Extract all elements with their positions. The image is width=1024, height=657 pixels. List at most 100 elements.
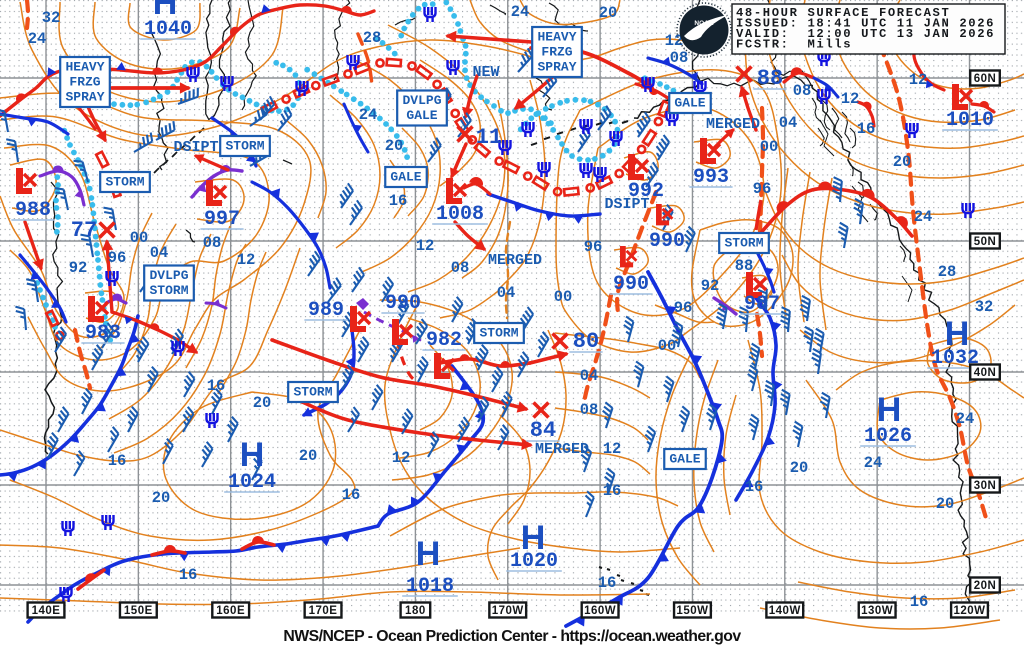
svg-text:993: 993	[693, 166, 729, 189]
svg-text:HEAVY: HEAVY	[537, 30, 576, 45]
svg-text:84: 84	[530, 418, 556, 443]
svg-text:NWS/NCEP - Ocean Prediction Ce: NWS/NCEP - Ocean Prediction Center - htt…	[283, 628, 741, 645]
svg-text:96: 96	[108, 249, 127, 267]
svg-text:HEAVY: HEAVY	[65, 60, 104, 75]
svg-text:16: 16	[342, 486, 361, 504]
svg-text:96: 96	[674, 299, 693, 317]
svg-text:08: 08	[203, 234, 222, 252]
svg-text:H: H	[521, 519, 546, 557]
svg-text:11: 11	[476, 125, 502, 150]
svg-text:DSIPT: DSIPT	[173, 139, 218, 156]
svg-text:140E: 140E	[32, 605, 61, 617]
svg-text:NEW: NEW	[472, 64, 499, 81]
svg-text:130W: 130W	[861, 605, 893, 617]
svg-text:50N: 50N	[974, 236, 997, 248]
svg-text:SPRAY: SPRAY	[537, 60, 576, 75]
svg-text:32: 32	[975, 298, 994, 316]
svg-text:40N: 40N	[974, 367, 997, 379]
svg-text:GALE: GALE	[390, 170, 421, 185]
svg-text:990: 990	[649, 230, 685, 253]
svg-text:16: 16	[108, 452, 127, 470]
svg-text:160E: 160E	[216, 605, 245, 617]
svg-text:990: 990	[385, 292, 421, 315]
svg-text:STORM: STORM	[105, 175, 144, 190]
svg-text:1018: 1018	[406, 575, 454, 598]
svg-text:20: 20	[790, 459, 809, 477]
svg-text:STORM: STORM	[724, 236, 763, 251]
svg-text:DVLPG: DVLPG	[149, 268, 188, 283]
svg-text:96: 96	[584, 238, 603, 256]
svg-text:12: 12	[392, 449, 411, 467]
svg-text:1040: 1040	[144, 18, 192, 41]
svg-text:00: 00	[658, 337, 677, 355]
svg-text:28: 28	[938, 263, 957, 281]
svg-text:20: 20	[253, 394, 272, 412]
svg-text:24: 24	[914, 208, 933, 226]
svg-text:04: 04	[150, 244, 169, 262]
svg-text:30N: 30N	[974, 480, 997, 492]
svg-text:1008: 1008	[436, 203, 484, 226]
svg-text:H: H	[877, 391, 902, 429]
svg-text:990: 990	[613, 273, 649, 296]
svg-text:H: H	[153, 0, 178, 22]
svg-text:MERGED: MERGED	[706, 116, 760, 133]
svg-text:STORM: STORM	[225, 139, 264, 154]
svg-text:16: 16	[389, 192, 408, 210]
svg-text:16: 16	[857, 120, 876, 138]
svg-text:12: 12	[603, 440, 622, 458]
svg-text:DSIPT: DSIPT	[604, 196, 649, 213]
svg-text:00: 00	[760, 138, 779, 156]
svg-text:STORM: STORM	[479, 326, 518, 341]
svg-text:16: 16	[745, 478, 764, 496]
svg-text:1010: 1010	[946, 109, 994, 132]
svg-text:MERGED: MERGED	[535, 441, 589, 458]
svg-text:20: 20	[936, 495, 955, 513]
svg-text:GALE: GALE	[674, 96, 705, 111]
svg-text:12: 12	[237, 251, 256, 269]
svg-text:20: 20	[599, 4, 618, 22]
svg-text:12: 12	[665, 32, 684, 50]
svg-text:88: 88	[735, 257, 754, 275]
svg-text:983: 983	[85, 322, 121, 345]
svg-text:24: 24	[864, 454, 883, 472]
svg-text:160W: 160W	[584, 605, 616, 617]
svg-text:170E: 170E	[309, 605, 338, 617]
svg-text:170W: 170W	[492, 605, 524, 617]
svg-text:1032: 1032	[931, 347, 979, 370]
svg-text:FCSTR: Mills: FCSTR: Mills	[736, 38, 852, 52]
svg-text:00: 00	[554, 288, 573, 306]
svg-text:16: 16	[598, 574, 617, 592]
svg-text:08: 08	[451, 259, 470, 277]
svg-text:12: 12	[416, 237, 435, 255]
svg-text:GALE: GALE	[669, 452, 700, 467]
svg-text:STORM: STORM	[149, 283, 188, 298]
svg-text:24: 24	[359, 106, 378, 124]
svg-text:FRZG: FRZG	[69, 75, 100, 90]
svg-text:150E: 150E	[124, 605, 153, 617]
svg-text:ISSUED: 18:41 UTC 11 JAN 2026: ISSUED: 18:41 UTC 11 JAN 2026	[736, 17, 995, 31]
svg-text:04: 04	[779, 114, 798, 132]
svg-text:140W: 140W	[769, 605, 801, 617]
svg-text:982: 982	[426, 329, 462, 352]
svg-text:80: 80	[573, 329, 599, 354]
svg-text:DVLPG: DVLPG	[402, 93, 441, 108]
svg-text:16: 16	[207, 377, 226, 395]
svg-text:150W: 150W	[676, 605, 708, 617]
svg-text:20: 20	[893, 153, 912, 171]
svg-text:988: 988	[15, 199, 51, 222]
svg-text:12: 12	[841, 90, 860, 108]
svg-text:20: 20	[299, 447, 318, 465]
svg-text:20: 20	[385, 137, 404, 155]
svg-text:77: 77	[71, 218, 97, 243]
svg-text:32: 32	[42, 9, 61, 27]
svg-text:H: H	[240, 436, 265, 474]
svg-text:92: 92	[69, 259, 88, 277]
svg-text:08: 08	[580, 401, 599, 419]
svg-text:GALE: GALE	[406, 108, 437, 123]
svg-text:H: H	[945, 315, 970, 353]
svg-text:STORM: STORM	[293, 385, 332, 400]
svg-text:VALID: 12:00 UTC 13 JAN 2026: VALID: 12:00 UTC 13 JAN 2026	[736, 27, 995, 41]
svg-text:1024: 1024	[228, 471, 276, 494]
svg-text:08: 08	[670, 49, 689, 67]
svg-text:1026: 1026	[864, 425, 912, 448]
